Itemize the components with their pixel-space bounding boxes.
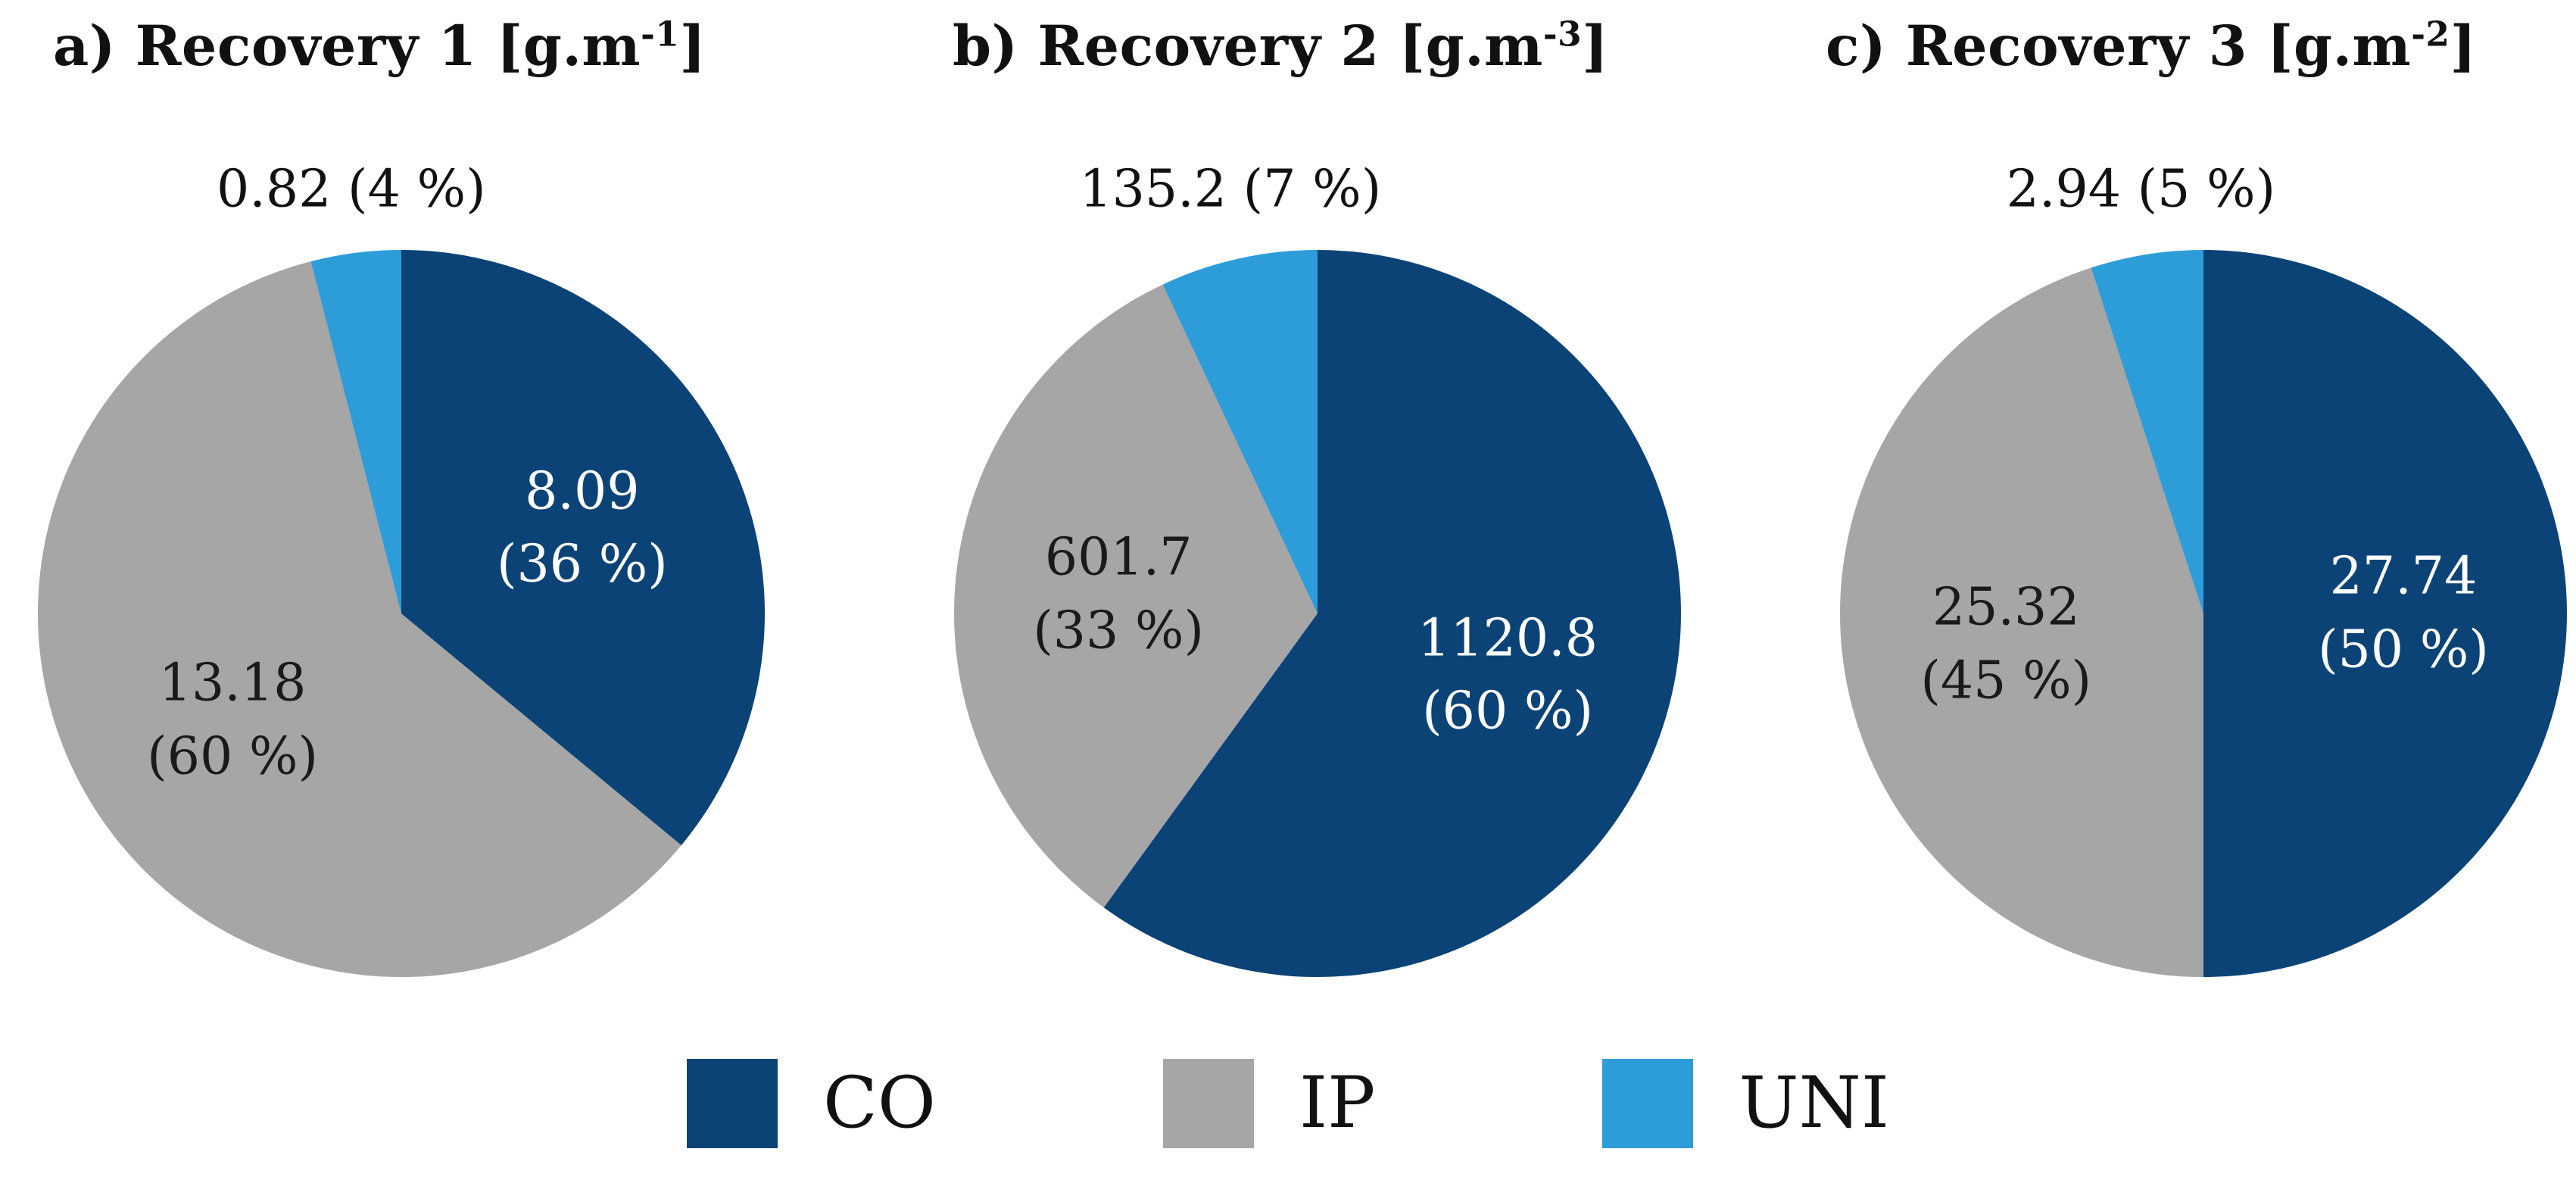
slice-percent: (36 %) xyxy=(496,534,668,595)
slice-callout-uni: 0.82 (4 %) xyxy=(217,159,486,220)
title-suffix: ] xyxy=(679,14,706,79)
slice-label-co: 8.09 (36 %) xyxy=(497,455,668,601)
legend-item-co: CO xyxy=(687,1059,936,1148)
title-exponent: -2 xyxy=(2411,14,2450,55)
slice-callout-uni: 2.94 (5 %) xyxy=(2006,159,2276,220)
slice-label-ip: 13.18 (60 %) xyxy=(147,648,318,794)
chart-title-recovery-3: c) Recovery 3 [g.m-2] xyxy=(1826,14,2477,79)
title-text: c) Recovery 3 [g.m xyxy=(1826,14,2412,79)
slice-value: 13.18 xyxy=(158,653,307,713)
legend-swatch-ip xyxy=(1163,1059,1254,1148)
slice-value: 25.32 xyxy=(1932,577,2080,638)
legend-label-uni: UNI xyxy=(1739,1062,1889,1144)
legend-swatch-uni xyxy=(1602,1059,1694,1148)
title-exponent: -3 xyxy=(1542,14,1583,55)
slice-value: 8.09 xyxy=(525,461,640,522)
slice-value: 1120.8 xyxy=(1417,608,1598,669)
legend-item-ip: IP xyxy=(1163,1059,1375,1148)
slice-value: 27.74 xyxy=(2329,546,2478,607)
title-exponent: -1 xyxy=(641,14,680,55)
chart-title-recovery-1: a) Recovery 1 [g.m-1] xyxy=(53,14,706,79)
slice-label-ip: 25.32 (45 %) xyxy=(1920,572,2091,718)
slice-callout-uni: 135.2 (7 %) xyxy=(1079,159,1382,220)
legend-swatch-co xyxy=(687,1059,778,1148)
title-suffix: ] xyxy=(1582,14,1609,79)
legend: CO IP UNI xyxy=(0,1054,2576,1153)
slice-label-ip: 601.7 (33 %) xyxy=(1033,522,1204,668)
pie-chart-recovery-3: c) Recovery 3 [g.m-2] 2.94 (5 %) 27.74 (5… xyxy=(1717,0,2576,1177)
slice-label-co: 27.74 (50 %) xyxy=(2318,540,2489,686)
legend-label-co: CO xyxy=(823,1062,936,1144)
pie-chart-recovery-1: a) Recovery 1 [g.m-1] 0.82 (4 %) 8.09 (36… xyxy=(0,0,859,1177)
title-text: a) Recovery 1 [g.m xyxy=(53,14,641,79)
pie-recovery-3 xyxy=(1840,250,2567,977)
title-suffix: ] xyxy=(2450,14,2477,79)
chart-title-recovery-2: b) Recovery 2 [g.m-3] xyxy=(953,14,1608,79)
slice-percent: (45 %) xyxy=(1920,651,2092,711)
slice-label-co: 1120.8 (60 %) xyxy=(1417,602,1598,748)
slice-percent: (50 %) xyxy=(2318,620,2489,679)
legend-item-uni: UNI xyxy=(1602,1059,1889,1148)
title-text: b) Recovery 2 [g.m xyxy=(953,14,1543,79)
pie-recovery-2 xyxy=(954,250,1681,977)
legend-label-ip: IP xyxy=(1299,1062,1376,1144)
slice-percent: (60 %) xyxy=(1422,681,1593,741)
slice-value: 601.7 xyxy=(1044,527,1193,588)
pie-chart-recovery-2: b) Recovery 2 [g.m-3] 135.2 (7 %) 1120.8… xyxy=(859,0,1717,1177)
slice-percent: (60 %) xyxy=(147,726,319,787)
slice-percent: (33 %) xyxy=(1033,601,1205,661)
pie-recovery-1 xyxy=(38,250,765,977)
